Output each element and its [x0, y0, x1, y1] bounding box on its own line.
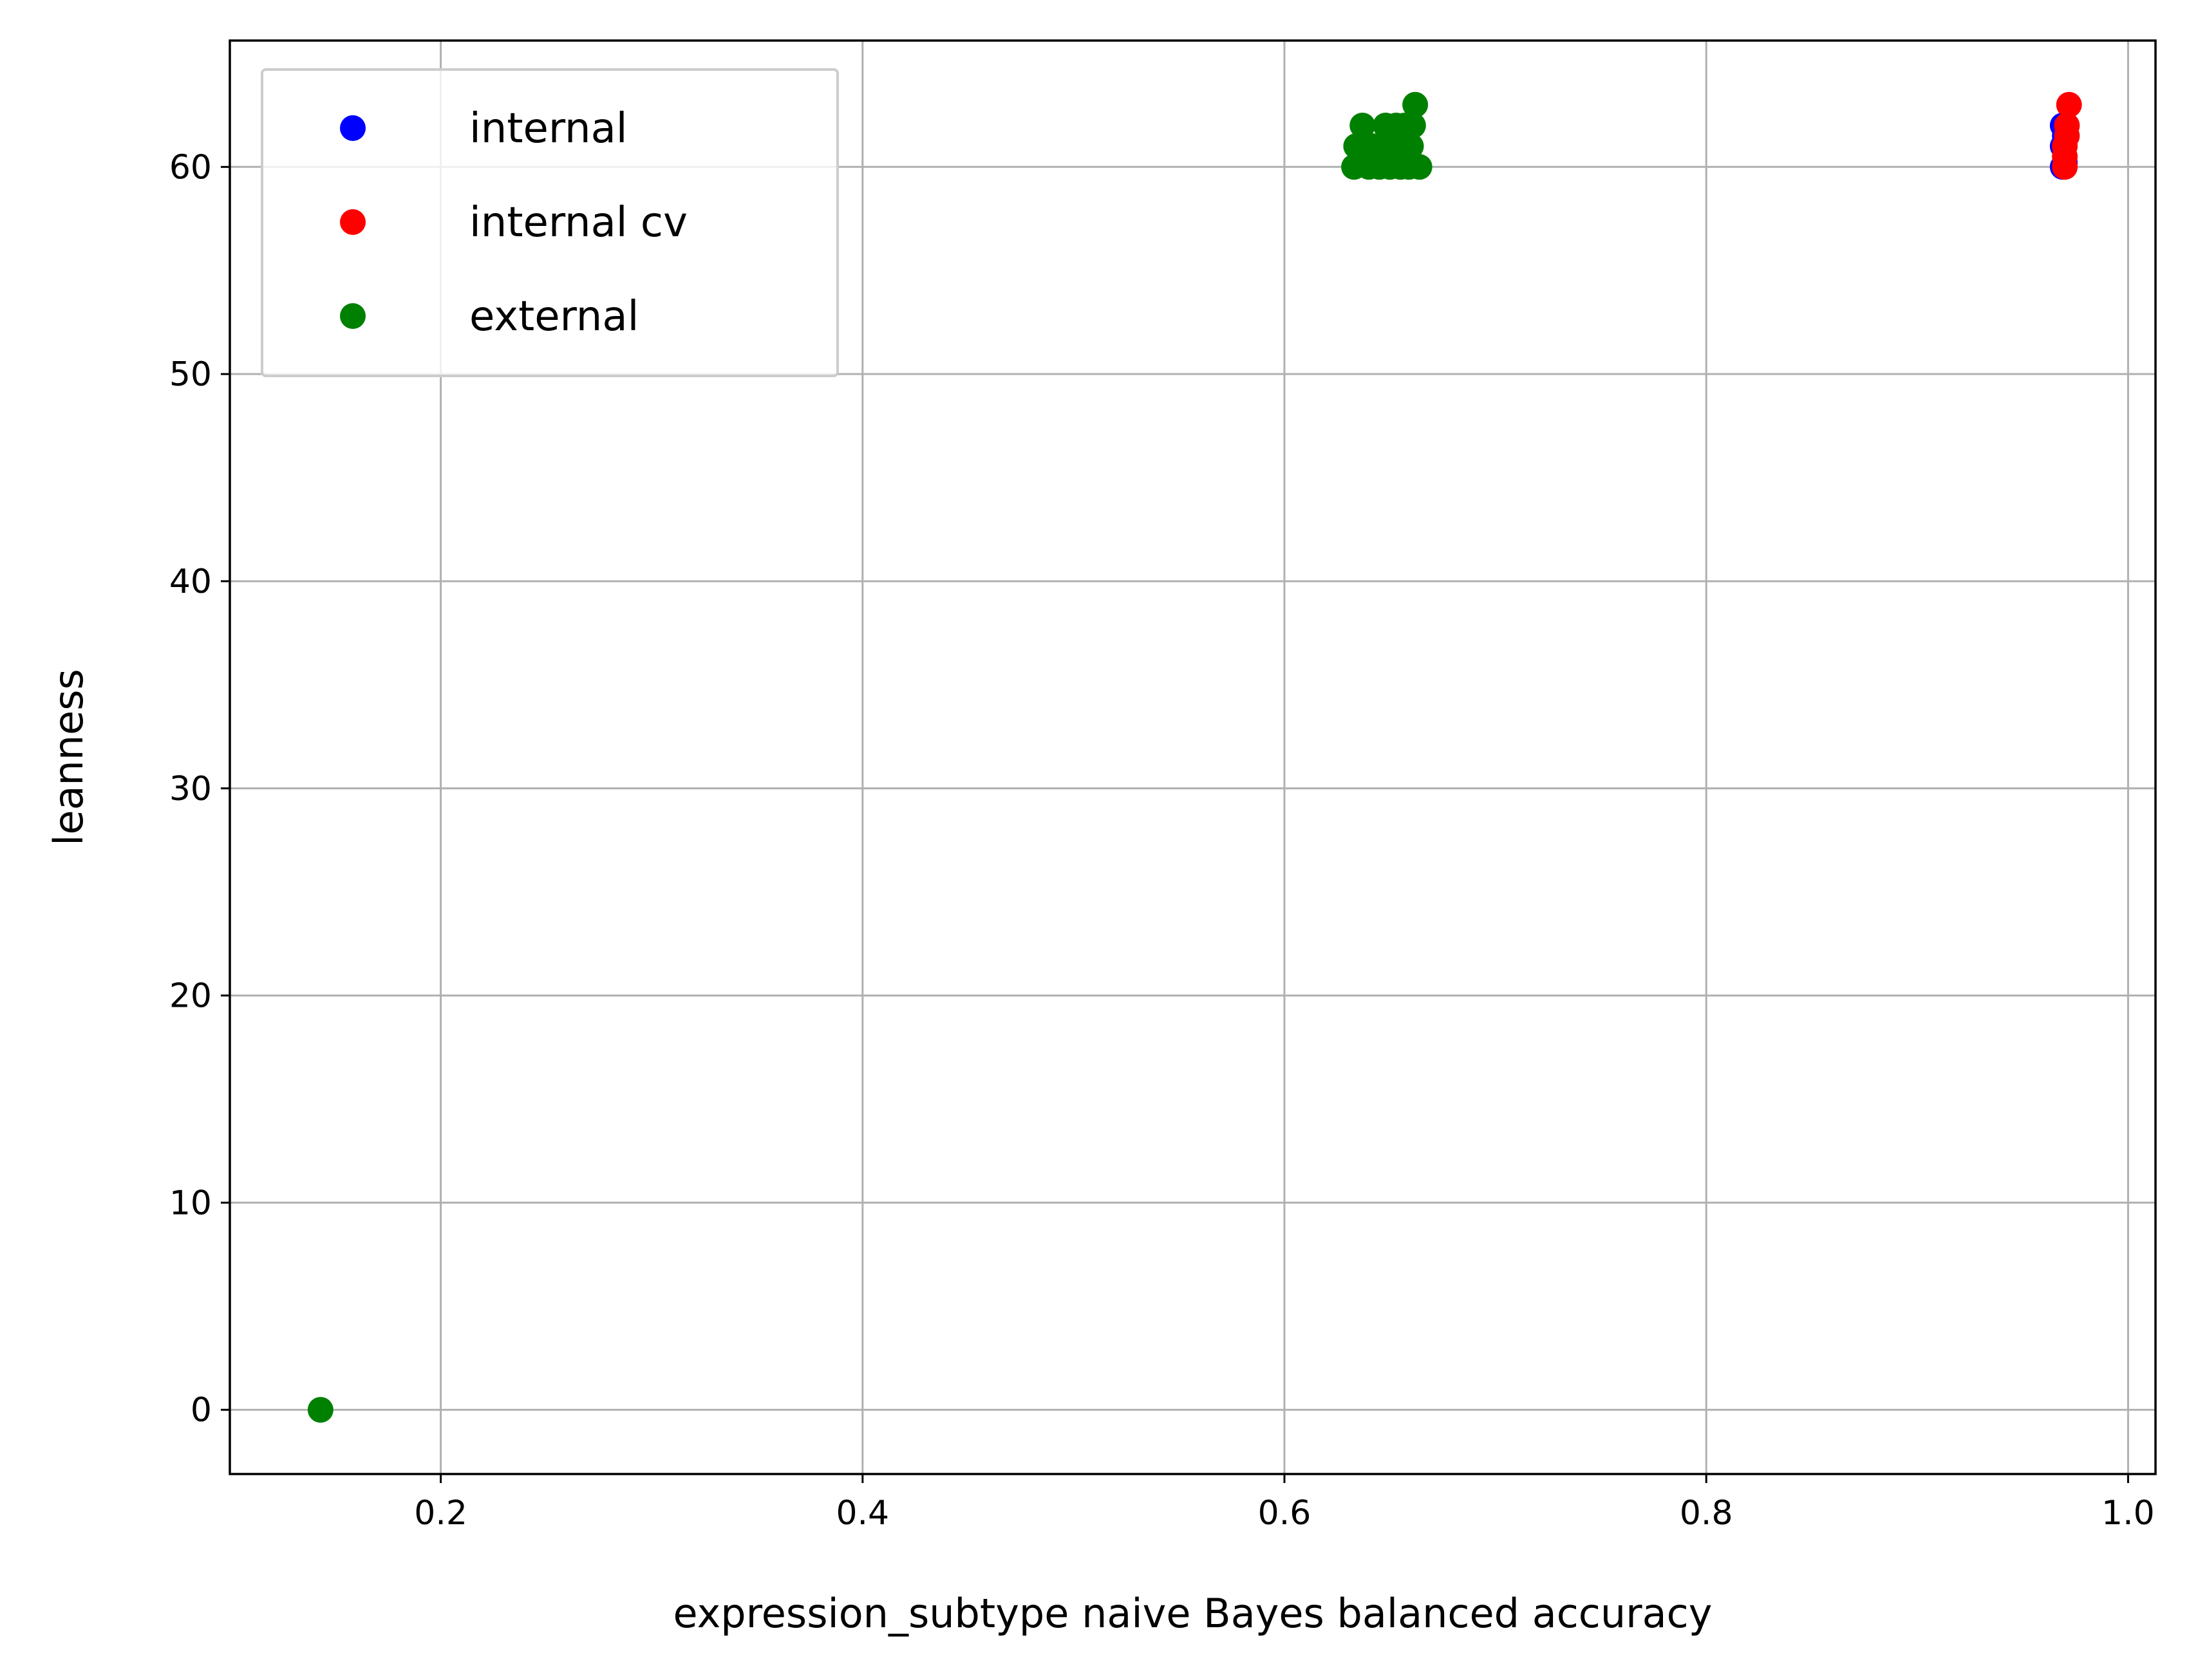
x-axis-label: expression_subtype naive Bayes balanced … — [673, 1590, 1713, 1637]
data-point — [2054, 123, 2080, 149]
x-axis-ticks: 0.2 0.4 0.6 0.8 1.0 — [414, 1474, 2155, 1533]
legend: internal internal cv external — [261, 68, 839, 377]
x-tick-label: 0.8 — [1680, 1494, 1733, 1533]
data-point — [1349, 112, 1376, 138]
data-point — [1402, 91, 1429, 118]
y-axis-ticks: 0 10 20 30 40 50 60 — [169, 148, 230, 1430]
y-tick-label: 40 — [169, 563, 212, 601]
legend-label: internal — [469, 105, 628, 153]
series-internal-cv — [2052, 91, 2082, 180]
legend-box — [261, 68, 839, 377]
legend-label: external — [469, 293, 639, 341]
x-tick-label: 1.0 — [2101, 1494, 2155, 1533]
x-tick-label: 0.6 — [1258, 1494, 1311, 1533]
legend-label: internal cv — [469, 199, 688, 247]
y-tick-label: 20 — [169, 977, 212, 1016]
y-tick-label: 30 — [169, 770, 212, 808]
data-point — [1400, 112, 1426, 138]
legend-marker — [340, 209, 366, 235]
data-points — [307, 91, 2082, 1423]
y-tick-label: 60 — [169, 148, 212, 187]
data-point — [2052, 144, 2078, 170]
y-tick-label: 50 — [169, 355, 212, 394]
x-tick-label: 0.4 — [836, 1494, 889, 1533]
y-tick-label: 0 — [191, 1391, 212, 1430]
legend-marker — [340, 115, 366, 141]
x-tick-label: 0.2 — [414, 1494, 467, 1533]
plot-frame — [229, 39, 2157, 1475]
series-external — [307, 91, 1432, 1423]
data-point — [2056, 91, 2082, 118]
y-tick-label: 10 — [169, 1184, 212, 1222]
legend-marker — [340, 303, 366, 329]
data-point — [1406, 154, 1432, 180]
y-axis-label: leanness — [45, 669, 92, 846]
data-point — [307, 1397, 333, 1423]
data-point — [1398, 133, 1424, 160]
